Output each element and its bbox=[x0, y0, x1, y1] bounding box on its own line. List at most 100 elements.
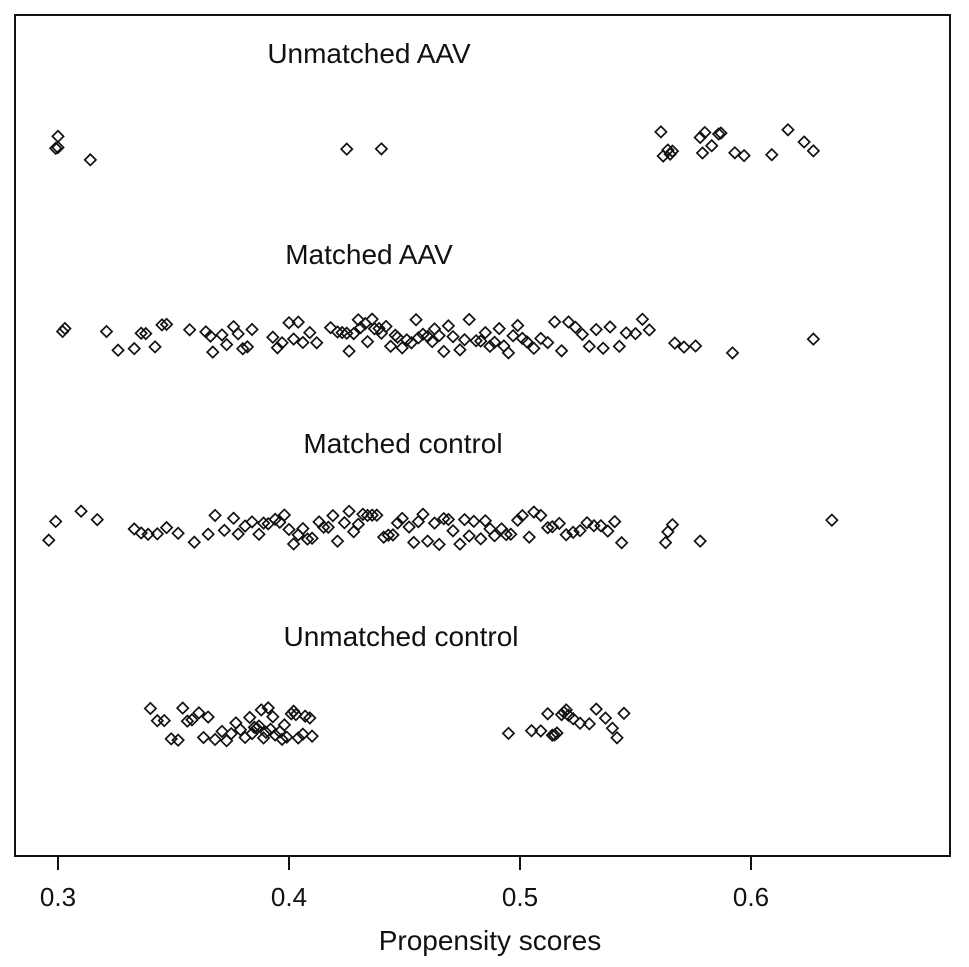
point-unmatched-control bbox=[559, 703, 574, 717]
point-matched-control bbox=[316, 520, 331, 535]
point-unmatched-aav bbox=[665, 144, 680, 158]
point-matched-control bbox=[296, 521, 310, 536]
point-matched-control bbox=[665, 517, 680, 532]
point-unmatched-control bbox=[242, 710, 257, 725]
point-matched-control bbox=[416, 507, 430, 522]
point-unmatched-control bbox=[268, 728, 282, 742]
point-unmatched-control bbox=[208, 732, 222, 747]
point-matched-aav bbox=[270, 340, 285, 355]
point-matched-control bbox=[693, 534, 707, 548]
point-matched-control bbox=[150, 527, 165, 541]
point-unmatched-control bbox=[252, 719, 266, 733]
point-matched-aav bbox=[330, 325, 345, 339]
point-matched-control bbox=[658, 535, 673, 550]
x-axis-title: Propensity scores bbox=[379, 925, 602, 956]
point-matched-control bbox=[90, 512, 105, 527]
group-label-unmatched-aav: Unmatched AAV bbox=[267, 38, 471, 69]
point-matched-control bbox=[187, 535, 202, 550]
point-unmatched-aav bbox=[663, 147, 677, 161]
point-matched-control bbox=[600, 524, 615, 538]
point-matched-aav bbox=[492, 321, 507, 336]
point-matched-aav bbox=[533, 331, 548, 346]
point-matched-aav bbox=[436, 344, 451, 359]
point-unmatched-control bbox=[256, 731, 271, 745]
point-matched-aav bbox=[453, 343, 467, 357]
point-unmatched-aav bbox=[797, 135, 811, 149]
point-matched-control bbox=[607, 514, 622, 529]
point-matched-control bbox=[453, 537, 467, 551]
point-matched-aav bbox=[506, 328, 520, 343]
point-unmatched-aav bbox=[51, 129, 65, 144]
point-matched-control bbox=[390, 516, 405, 530]
point-matched-control bbox=[510, 513, 525, 528]
point-unmatched-control bbox=[501, 726, 516, 741]
point-unmatched-control bbox=[143, 701, 158, 716]
point-unmatched-aav bbox=[806, 144, 821, 158]
point-matched-control bbox=[201, 527, 215, 541]
point-matched-control bbox=[473, 532, 488, 546]
point-matched-control bbox=[594, 518, 608, 533]
point-matched-aav bbox=[55, 324, 70, 339]
point-matched-control bbox=[432, 537, 446, 552]
point-unmatched-control bbox=[196, 730, 211, 745]
point-matched-aav bbox=[642, 323, 657, 337]
point-matched-aav bbox=[335, 325, 349, 340]
point-matched-aav bbox=[667, 336, 682, 350]
point-matched-control bbox=[356, 507, 370, 522]
point-matched-aav bbox=[725, 346, 740, 360]
point-matched-control bbox=[499, 527, 513, 542]
point-unmatched-aav bbox=[704, 138, 719, 153]
point-matched-control bbox=[441, 512, 456, 527]
point-matched-aav bbox=[510, 318, 525, 333]
point-unmatched-control bbox=[545, 728, 560, 743]
point-matched-aav bbox=[446, 329, 460, 344]
point-unmatched-control bbox=[247, 720, 262, 735]
point-matched-aav bbox=[619, 326, 634, 340]
point-matched-control bbox=[573, 523, 587, 538]
point-unmatched-aav bbox=[764, 147, 779, 162]
point-matched-aav bbox=[309, 335, 324, 350]
x-axis: 0.3 0.4 0.5 0.6 bbox=[40, 856, 769, 912]
point-matched-aav bbox=[58, 321, 72, 336]
point-matched-control bbox=[171, 526, 185, 541]
plot-frame bbox=[14, 14, 951, 857]
point-unmatched-control bbox=[266, 709, 280, 724]
point-matched-control bbox=[580, 515, 594, 530]
point-matched-control bbox=[286, 537, 301, 551]
point-matched-aav bbox=[346, 326, 361, 341]
point-matched-control bbox=[614, 535, 629, 550]
point-matched-control bbox=[127, 522, 142, 536]
point-matched-control bbox=[346, 524, 361, 539]
point-matched-aav bbox=[806, 332, 821, 346]
point-matched-aav bbox=[469, 333, 483, 348]
point-matched-control bbox=[552, 516, 567, 531]
point-unmatched-control bbox=[277, 718, 292, 732]
point-matched-control bbox=[381, 528, 396, 542]
point-matched-control bbox=[527, 505, 541, 519]
point-matched-control bbox=[208, 508, 222, 523]
point-matched-aav bbox=[589, 322, 604, 337]
point-unmatched-control bbox=[254, 703, 269, 717]
point-matched-aav bbox=[441, 319, 456, 333]
point-matched-aav bbox=[205, 345, 220, 359]
point-unmatched-control bbox=[275, 732, 289, 747]
point-unmatched-aav bbox=[695, 146, 710, 160]
point-unmatched-control bbox=[617, 706, 631, 721]
point-matched-control bbox=[427, 516, 442, 530]
point-matched-aav bbox=[111, 343, 125, 358]
point-unmatched-control bbox=[201, 710, 215, 724]
point-matched-control bbox=[141, 527, 155, 542]
point-unmatched-control bbox=[302, 711, 317, 725]
point-unmatched-control bbox=[259, 725, 273, 740]
point-matched-aav bbox=[127, 341, 142, 356]
point-unmatched-aav bbox=[374, 142, 389, 156]
point-matched-control bbox=[540, 520, 555, 535]
point-unmatched-aav bbox=[661, 143, 675, 157]
point-matched-aav bbox=[487, 335, 502, 350]
point-unmatched-control bbox=[224, 726, 239, 741]
point-unmatched-aav bbox=[654, 125, 668, 139]
point-unmatched-aav bbox=[737, 148, 751, 163]
point-matched-aav bbox=[527, 341, 541, 356]
point-unmatched-aav bbox=[711, 127, 726, 141]
point-unmatched-aav bbox=[339, 142, 354, 156]
